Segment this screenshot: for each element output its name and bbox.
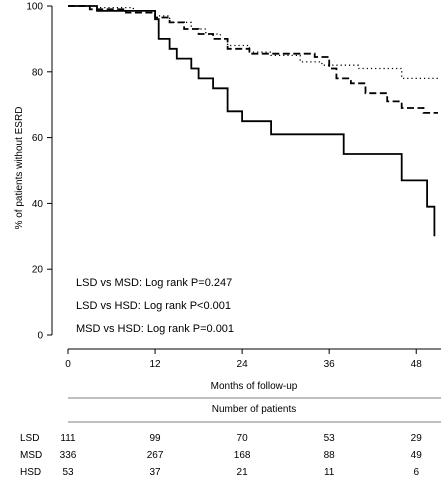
y-tick-label-20: 20	[32, 265, 44, 276]
risk-cell-lsd-48: 29	[411, 433, 423, 444]
risk-cell-msd-24: 168	[234, 450, 251, 461]
risk-cell-lsd-0: 111	[60, 433, 76, 444]
risk-cell-lsd-24: 70	[237, 433, 249, 444]
risk-cell-hsd-24: 21	[237, 467, 249, 478]
x-axis-title: Months of follow-up	[211, 381, 298, 392]
risk-cell-hsd-12: 37	[149, 467, 161, 478]
curve-lsd	[68, 5, 438, 80]
x-tick-label-36: 36	[324, 359, 336, 370]
risk-cell-msd-48: 49	[411, 450, 423, 461]
risk-row-label-hsd: HSD	[20, 467, 41, 478]
x-tick-label-0: 0	[65, 359, 71, 370]
annotation-lsd-vs-hsd: LSD vs HSD: Log rank P<0.001	[76, 300, 231, 312]
risk-table: LSD 111 99 70 53 29 MSD 336 267 168 88 49 HSD 53 37 21 1…	[20, 433, 422, 478]
curve-msd	[68, 5, 438, 114]
y-tick-label-40: 40	[32, 199, 44, 210]
y-tick-label-80: 80	[32, 67, 44, 78]
y-axis-title: % of patients without ESRD	[14, 107, 25, 230]
y-tick-label-60: 60	[32, 133, 44, 144]
risk-table-title: Number of patients	[212, 404, 297, 415]
survival-curves	[68, 5, 438, 237]
risk-row-label-lsd: LSD	[20, 433, 39, 444]
x-tick-label-24: 24	[237, 359, 249, 370]
annotation-lsd-vs-msd: LSD vs MSD: Log rank P=0.247	[76, 277, 232, 289]
annotation-msd-vs-hsd: MSD vs HSD: Log rank P=0.001	[76, 323, 234, 335]
x-tick-label-48: 48	[411, 359, 423, 370]
risk-cell-hsd-48: 6	[413, 467, 419, 478]
risk-cell-msd-36: 88	[324, 450, 336, 461]
x-tick-label-12: 12	[149, 359, 161, 370]
risk-cell-hsd-36: 11	[324, 467, 335, 478]
risk-row-label-msd: MSD	[20, 450, 42, 461]
risk-cell-hsd-0: 53	[62, 467, 74, 478]
risk-cell-lsd-36: 53	[324, 433, 336, 444]
risk-cell-msd-0: 336	[60, 450, 77, 461]
y-axis: 0 20 40 60 80 100	[26, 2, 53, 342]
risk-cell-lsd-12: 99	[149, 433, 161, 444]
y-tick-label-0: 0	[37, 331, 43, 342]
curve-hsd	[68, 5, 436, 237]
y-tick-label-100: 100	[26, 2, 43, 13]
x-axis: 0 12 24 36 48	[65, 348, 441, 370]
risk-cell-msd-12: 267	[147, 450, 164, 461]
